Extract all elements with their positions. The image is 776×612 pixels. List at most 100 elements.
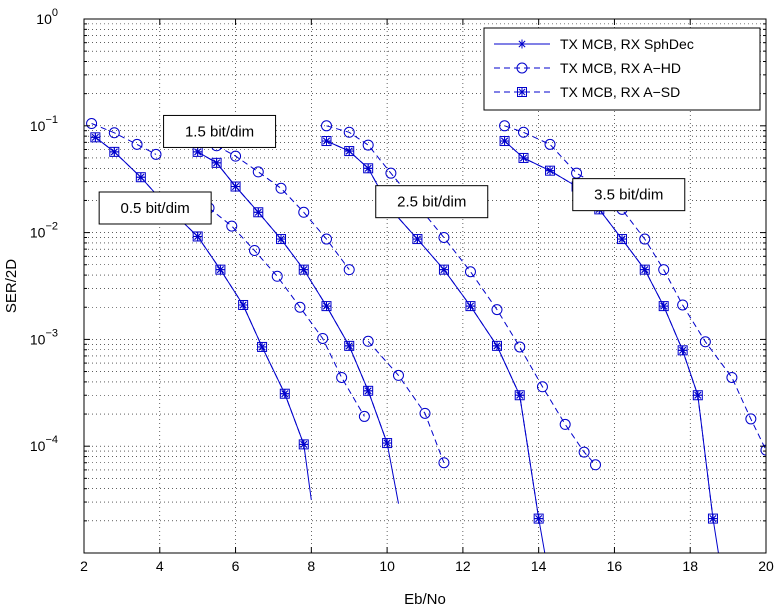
data-point bbox=[760, 444, 766, 456]
marker-stroke bbox=[300, 266, 308, 274]
marker-box bbox=[491, 340, 502, 351]
y-tick-exponent: −3 bbox=[45, 327, 58, 339]
data-point bbox=[343, 126, 355, 138]
marker-circle bbox=[544, 138, 556, 150]
marker-box bbox=[499, 136, 510, 147]
marker-circle bbox=[499, 120, 511, 132]
annotations: 0.5 bit/dim 1.5 bit/dim 2.5 bit/dim 3.5 bit… bbox=[98, 114, 686, 225]
x-tick-label: 20 bbox=[758, 558, 774, 574]
data-point bbox=[707, 513, 718, 524]
marker-stroke bbox=[383, 439, 391, 447]
x-tick-label: 10 bbox=[379, 558, 395, 574]
legend-box bbox=[483, 27, 761, 111]
data-point bbox=[298, 264, 309, 275]
data-point bbox=[726, 371, 738, 383]
marker-stroke bbox=[364, 164, 372, 172]
marker-circle bbox=[150, 148, 162, 160]
marker-stroke bbox=[493, 342, 501, 350]
marker-box bbox=[707, 513, 718, 524]
marker-box bbox=[412, 234, 423, 245]
y-tick-exponent: −1 bbox=[45, 114, 58, 126]
y-tick-label: 10−4 bbox=[30, 434, 58, 454]
data-point bbox=[438, 264, 449, 275]
legend-entry: TX MCB, RX A−HD bbox=[494, 60, 681, 76]
marker-box bbox=[438, 264, 449, 275]
marker-box bbox=[514, 390, 525, 401]
x-tick-label: 2 bbox=[80, 558, 88, 574]
marker-circle bbox=[392, 369, 404, 381]
marker-circle bbox=[249, 244, 260, 256]
data-point bbox=[491, 340, 502, 351]
data-point bbox=[392, 369, 404, 381]
y-tick-base: 10 bbox=[30, 118, 46, 134]
marker-circle bbox=[516, 62, 528, 74]
y-tick-base: 10 bbox=[30, 225, 46, 241]
y-tick-label: 100 bbox=[36, 7, 58, 27]
data-point bbox=[135, 172, 146, 183]
marker-stroke bbox=[546, 167, 554, 175]
data-point bbox=[363, 385, 374, 396]
marker-circle bbox=[438, 231, 450, 243]
marker-box bbox=[276, 234, 287, 245]
marker-box bbox=[192, 231, 203, 242]
marker-box bbox=[279, 388, 290, 399]
data-point bbox=[321, 136, 332, 147]
marker-stroke bbox=[516, 391, 524, 399]
marker-circle bbox=[131, 138, 143, 150]
y-tick-exponent: 0 bbox=[52, 7, 58, 19]
data-point bbox=[699, 336, 711, 348]
marker-circle bbox=[86, 118, 98, 130]
marker-box bbox=[533, 513, 544, 524]
data-point bbox=[192, 231, 203, 242]
marker-circle bbox=[343, 264, 355, 276]
data-point bbox=[412, 234, 423, 245]
marker-circle bbox=[252, 166, 264, 178]
data-point bbox=[362, 335, 374, 347]
annotation-label: 3.5 bit/dim bbox=[594, 187, 663, 204]
marker-stroke bbox=[518, 88, 526, 96]
marker-box bbox=[545, 165, 556, 176]
data-point bbox=[298, 439, 309, 450]
marker-stroke bbox=[660, 302, 668, 310]
marker-circle bbox=[385, 167, 397, 179]
marker-box bbox=[692, 390, 703, 401]
data-point bbox=[590, 459, 601, 471]
annotation-frame bbox=[375, 185, 489, 219]
marker-box bbox=[677, 345, 688, 356]
marker-stroke bbox=[213, 159, 221, 167]
marker-stroke bbox=[364, 387, 372, 395]
annotation-label: 2.5 bit/dim bbox=[397, 194, 466, 211]
data-point bbox=[438, 457, 450, 469]
marker-circle bbox=[108, 127, 120, 139]
marker-box bbox=[639, 264, 650, 275]
marker-circle bbox=[726, 371, 738, 383]
marker-stroke bbox=[679, 346, 687, 354]
marker-box bbox=[253, 207, 264, 218]
y-tick-base: 10 bbox=[30, 438, 46, 454]
marker-stroke bbox=[709, 515, 717, 523]
marker-stroke bbox=[345, 342, 353, 350]
annotation-frame bbox=[98, 191, 212, 225]
data-point bbox=[677, 345, 688, 356]
data-point bbox=[617, 234, 628, 245]
data-point bbox=[344, 340, 355, 351]
marker-circle bbox=[464, 266, 476, 278]
data-point bbox=[257, 341, 268, 352]
marker-circle bbox=[294, 301, 306, 313]
data-point bbox=[536, 381, 548, 393]
data-point bbox=[336, 371, 348, 383]
marker-box bbox=[211, 157, 222, 168]
x-tick-label: 6 bbox=[232, 558, 240, 574]
annotation-box: 2.5 bit/dim bbox=[375, 185, 489, 219]
marker-circle bbox=[271, 270, 283, 282]
data-point bbox=[238, 299, 249, 310]
marker-stroke bbox=[239, 301, 247, 309]
marker-circle bbox=[518, 126, 530, 138]
y-tick-exponent: −2 bbox=[45, 221, 58, 233]
marker-stroke bbox=[91, 133, 99, 141]
y-tick-base: 10 bbox=[30, 331, 46, 347]
data-point bbox=[230, 150, 242, 162]
marker-circle bbox=[639, 233, 651, 245]
x-axis-label: Eb/No bbox=[404, 591, 446, 608]
